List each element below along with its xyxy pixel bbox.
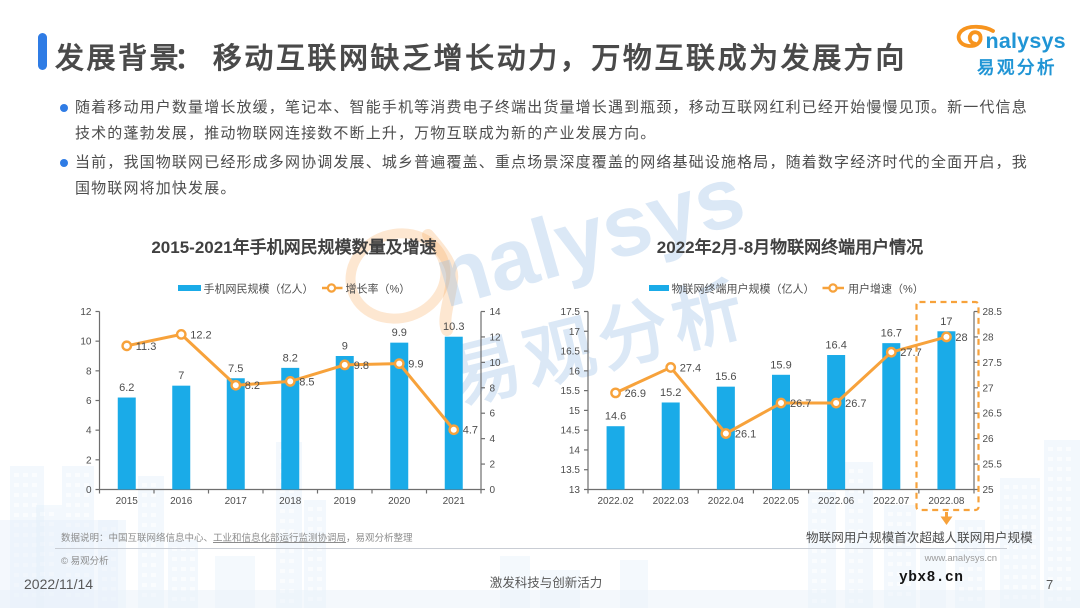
svg-text:15: 15 xyxy=(569,406,581,417)
svg-text:4: 4 xyxy=(490,434,496,445)
svg-text:17: 17 xyxy=(569,327,581,338)
svg-text:15.5: 15.5 xyxy=(561,386,581,397)
svg-text:15.9: 15.9 xyxy=(770,359,791,371)
svg-text:27: 27 xyxy=(983,383,995,394)
svg-text:6.2: 6.2 xyxy=(119,382,134,394)
svg-text:17: 17 xyxy=(940,316,952,328)
svg-text:28: 28 xyxy=(983,332,995,343)
svg-text:12.2: 12.2 xyxy=(190,329,211,341)
svg-text:8.5: 8.5 xyxy=(299,376,314,388)
svg-text:增长率（%）: 增长率（%） xyxy=(346,282,411,296)
svg-text:13: 13 xyxy=(569,485,581,496)
svg-text:2021: 2021 xyxy=(443,496,466,507)
svg-text:10: 10 xyxy=(80,337,92,348)
svg-text:14.6: 14.6 xyxy=(605,411,626,423)
svg-text:6: 6 xyxy=(490,409,496,420)
svg-text:17.5: 17.5 xyxy=(561,307,581,318)
svg-text:9.9: 9.9 xyxy=(408,359,423,371)
svg-text:25.5: 25.5 xyxy=(983,460,1003,471)
svg-text:6: 6 xyxy=(86,396,92,407)
svg-text:26.7: 26.7 xyxy=(845,398,866,410)
svg-text:26.1: 26.1 xyxy=(735,429,756,441)
svg-text:8: 8 xyxy=(86,366,92,377)
svg-text:2022.08: 2022.08 xyxy=(928,496,965,507)
svg-text:2022.07: 2022.07 xyxy=(873,496,910,507)
svg-text:2022.04: 2022.04 xyxy=(708,496,745,507)
svg-text:2017: 2017 xyxy=(225,496,248,507)
svg-text:16.7: 16.7 xyxy=(881,328,902,340)
svg-text:14.5: 14.5 xyxy=(561,426,581,437)
svg-text:13.5: 13.5 xyxy=(561,465,581,476)
svg-text:手机网民规模（亿人）: 手机网民规模（亿人） xyxy=(204,282,314,296)
svg-text:nalysys: nalysys xyxy=(986,29,1066,53)
svg-text:15.6: 15.6 xyxy=(715,371,736,383)
svg-text:26.5: 26.5 xyxy=(983,409,1003,420)
svg-text:28: 28 xyxy=(955,332,967,344)
svg-text:14: 14 xyxy=(569,445,581,456)
svg-text:2022.02: 2022.02 xyxy=(597,496,634,507)
svg-text:14: 14 xyxy=(490,307,502,318)
svg-text:0: 0 xyxy=(86,485,92,496)
svg-text:27.5: 27.5 xyxy=(983,358,1003,369)
svg-text:2022.05: 2022.05 xyxy=(763,496,800,507)
svg-text:2015-2021年手机网民规模数量及增速: 2015-2021年手机网民规模数量及增速 xyxy=(151,237,436,257)
svg-text:7.5: 7.5 xyxy=(228,363,243,375)
svg-text:2022.06: 2022.06 xyxy=(818,496,855,507)
svg-text:2016: 2016 xyxy=(170,496,193,507)
svg-text:25: 25 xyxy=(983,485,995,496)
svg-text:8.2: 8.2 xyxy=(283,352,298,364)
svg-text:27.4: 27.4 xyxy=(680,362,701,374)
svg-text:10: 10 xyxy=(490,358,502,369)
svg-text:8: 8 xyxy=(490,383,496,394)
svg-text:28.5: 28.5 xyxy=(983,307,1003,318)
svg-text:2: 2 xyxy=(86,455,92,466)
svg-text:15.2: 15.2 xyxy=(660,387,681,399)
svg-text:2022.03: 2022.03 xyxy=(653,496,690,507)
svg-text:26.9: 26.9 xyxy=(625,388,646,400)
svg-text:16.4: 16.4 xyxy=(825,340,846,352)
svg-text:2022年2月-8月物联网终端用户情况: 2022年2月-8月物联网终端用户情况 xyxy=(657,237,923,257)
svg-text:26.7: 26.7 xyxy=(790,398,811,410)
svg-text:27.7: 27.7 xyxy=(900,347,921,359)
svg-text:4: 4 xyxy=(86,426,92,437)
svg-text:2020: 2020 xyxy=(388,496,411,507)
svg-text:26: 26 xyxy=(983,434,995,445)
svg-text:12: 12 xyxy=(490,332,502,343)
svg-text:9: 9 xyxy=(342,341,348,353)
svg-text:16: 16 xyxy=(569,366,581,377)
svg-text:12: 12 xyxy=(80,307,92,318)
svg-text:9.9: 9.9 xyxy=(392,327,407,339)
svg-text:10.3: 10.3 xyxy=(443,321,464,333)
svg-text:0: 0 xyxy=(490,485,496,496)
svg-text:用户增速（%）: 用户增速（%） xyxy=(848,282,924,296)
svg-text:2: 2 xyxy=(490,460,496,471)
svg-text:2015: 2015 xyxy=(116,496,139,507)
svg-text:8.2: 8.2 xyxy=(245,380,260,392)
svg-text:7: 7 xyxy=(178,370,184,382)
svg-text:物联网终端用户规模（亿人）: 物联网终端用户规模（亿人） xyxy=(672,282,815,296)
svg-text:2019: 2019 xyxy=(334,496,357,507)
svg-text:4.7: 4.7 xyxy=(463,425,478,437)
svg-text:2018: 2018 xyxy=(279,496,302,507)
svg-text:易观分析: 易观分析 xyxy=(977,58,1057,78)
svg-text:9.8: 9.8 xyxy=(354,360,369,372)
svg-text:16.5: 16.5 xyxy=(561,347,581,358)
svg-text:11.3: 11.3 xyxy=(136,341,157,353)
